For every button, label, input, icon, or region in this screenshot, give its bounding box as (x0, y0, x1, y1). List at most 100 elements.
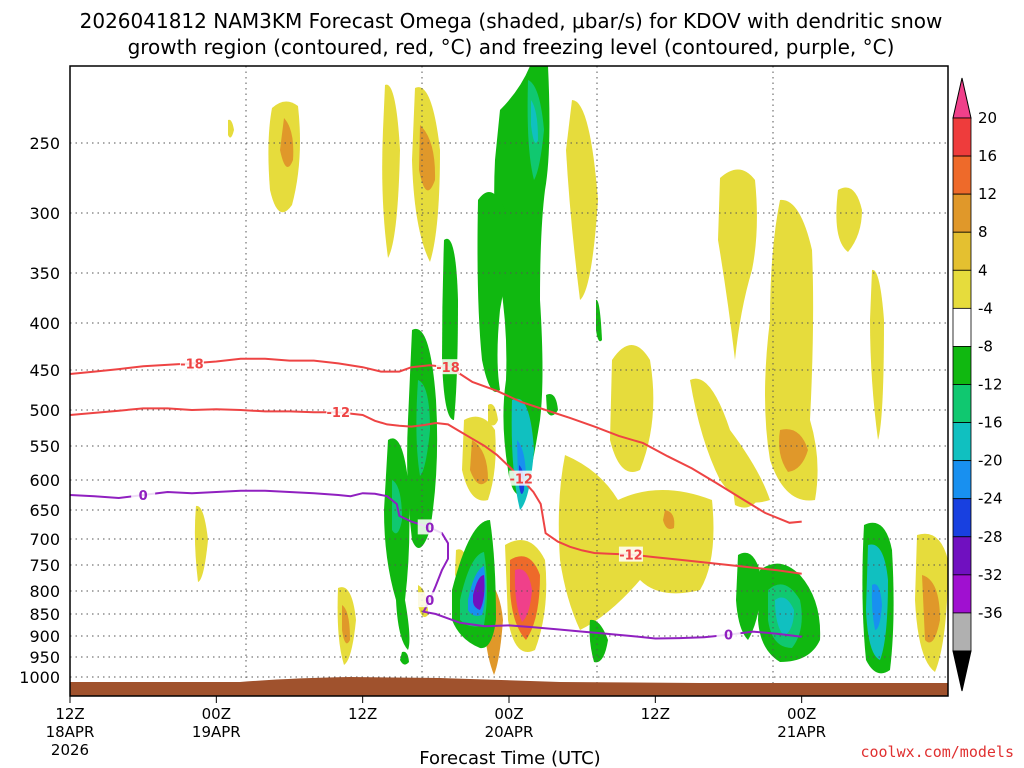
y-tick-label: 500 (29, 401, 60, 420)
colorbar-label: 12 (978, 185, 997, 203)
contour-label-bg (417, 592, 442, 608)
colorbar-segment (952, 536, 972, 576)
omega-shade-negative (477, 192, 507, 392)
y-tick-label: 450 (29, 361, 60, 380)
contour-label: -12 (327, 406, 351, 421)
omega-shade-positive (733, 488, 758, 508)
x-tick-label: 00Z (787, 705, 816, 723)
omega-shade-positive (470, 440, 488, 485)
colorbar-label: -32 (978, 566, 1003, 584)
colorbar-label: -4 (978, 299, 993, 317)
colorbar-max-arrow (952, 77, 972, 119)
colorbar-segment (952, 498, 972, 538)
colorbar-label: -16 (978, 414, 1003, 432)
y-tick-label: 550 (29, 437, 60, 456)
omega-shade-positive (382, 84, 400, 259)
colorbar-segment (952, 231, 972, 271)
colorbar-label: 20 (978, 109, 997, 127)
credit-text: coolwx.com/models (860, 743, 1014, 761)
omega-shade-positive (922, 575, 940, 643)
y-tick-label: 850 (29, 605, 60, 624)
contour-label-bg (716, 626, 741, 642)
contour-label: -18 (180, 357, 204, 372)
omega-shade-positive (765, 199, 818, 501)
omega-shade-negative (531, 100, 538, 143)
contour-label-bg (417, 519, 442, 535)
omega-shade-negative (442, 238, 458, 420)
omega-shade-positive (779, 429, 808, 472)
contour-label: 0 (425, 521, 434, 536)
colorbar-label: -28 (978, 528, 1003, 546)
omega-shade-positive (194, 505, 208, 582)
contour-label-bg (326, 404, 351, 420)
colorbar-label: 8 (978, 223, 988, 241)
contour-freezing-level (69, 489, 802, 640)
y-tick-label: 950 (29, 648, 60, 667)
colorbar-segment (952, 269, 972, 309)
colorbar-label: 16 (978, 147, 997, 165)
y-tick-label: 750 (29, 556, 60, 575)
contour-label: -12 (619, 549, 643, 564)
colorbar-segment (952, 307, 972, 347)
y-tick-label: 900 (29, 627, 60, 646)
colorbar-label: -20 (978, 452, 1003, 470)
omega-shade-negative (775, 597, 794, 636)
colorbar: 20 16 12 8 4 -4 -8 -12 -16 -20 -24 -28 -32 -36 (952, 77, 1003, 692)
y-tick-label: 800 (29, 582, 60, 601)
contour-label-bg (618, 546, 643, 562)
x-axis-label: Forecast Time (UTC) (419, 748, 600, 768)
omega-shading (194, 66, 948, 675)
omega-shade-negative (871, 584, 882, 630)
terrain-surface (70, 677, 948, 696)
contour-label: 0 (425, 594, 434, 609)
omega-shade-positive (690, 378, 770, 503)
y-tick-label: 350 (29, 264, 60, 283)
colorbar-label: 4 (978, 261, 988, 279)
omega-shade-negative (416, 380, 430, 476)
colorbar-segment (952, 346, 972, 385)
colorbar-segment (952, 155, 972, 195)
y-axis: 250 300 350 400 450 500 550 600 650 700 750 800 850 9… (19, 134, 60, 687)
omega-shade-negative (384, 438, 410, 650)
x-tick-label: 00Z (494, 705, 523, 723)
x-tick-label: 20APR (485, 723, 534, 741)
colorbar-segment (952, 574, 972, 614)
omega-shade-positive (488, 404, 498, 426)
omega-shade-positive (663, 510, 675, 529)
chart-title-line-1: 2026041812 NAM3KM Forecast Omega (shaded… (80, 9, 943, 33)
x-tick-label: 12Z (348, 705, 377, 723)
y-tick-label: 250 (29, 134, 60, 153)
colorbar-min-arrow (952, 650, 972, 692)
omega-shade-positive (870, 269, 884, 440)
omega-shade-positive (836, 187, 862, 252)
colorbar-segment (952, 422, 972, 462)
omega-shade-negative (736, 552, 762, 640)
contour-label: -18 (436, 361, 460, 376)
y-tick-label: 650 (29, 501, 60, 520)
omega-shade-positive (342, 605, 350, 644)
colorbar-segment (952, 384, 972, 423)
contour-label: 0 (724, 629, 733, 644)
x-tick-label: 12Z (55, 705, 84, 723)
contour-label-bg (436, 359, 461, 375)
colorbar-segment (952, 460, 972, 500)
omega-shade-positive (419, 125, 436, 191)
omega-shade-negative (400, 651, 409, 665)
colorbar-label: -12 (978, 376, 1003, 394)
omega-shade-positive (280, 118, 294, 168)
x-tick-label: 12Z (641, 705, 670, 723)
plot-area: -18 -18 -12 -12 -12 0 0 0 0 (69, 65, 949, 697)
contour-label-bg (509, 470, 534, 486)
colorbar-segment (952, 612, 972, 652)
contour-label: 0 (139, 489, 148, 504)
omega-shade-positive (558, 455, 714, 630)
omega-shade-negative (473, 575, 485, 610)
colorbar-label: -8 (978, 337, 993, 355)
colorbar-segment (952, 193, 972, 233)
omega-shade-positive (514, 569, 532, 622)
contour-label: -12 (509, 473, 533, 488)
x-tick-label: 2026 (51, 741, 89, 759)
colorbar-label: -24 (978, 490, 1003, 508)
